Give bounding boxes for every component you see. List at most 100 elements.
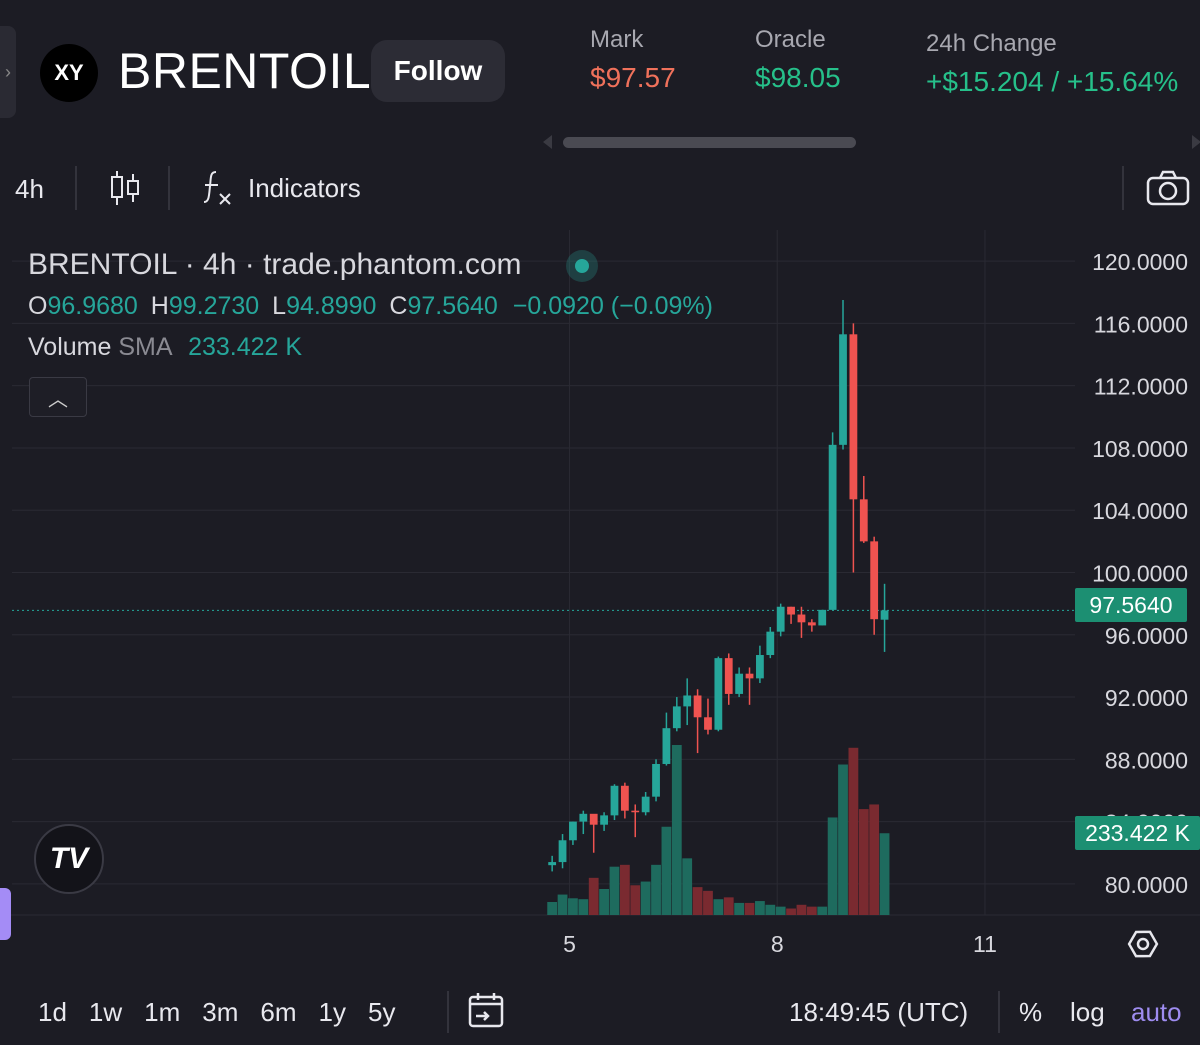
mark-label: Mark xyxy=(590,26,644,53)
volume-bar xyxy=(547,901,558,915)
volume-bar xyxy=(713,899,724,915)
y-tick-label: 120.0000 xyxy=(1092,249,1188,275)
y-tick-label: 100.0000 xyxy=(1092,561,1188,587)
candle-body xyxy=(828,444,837,610)
range-button-3m[interactable]: 3m xyxy=(202,997,239,1027)
toolbar-divider xyxy=(75,166,77,210)
expand-sidebar-button[interactable]: › xyxy=(0,26,16,118)
settings-icon[interactable] xyxy=(1127,928,1159,960)
chart-legend-title[interactable]: BRENTOIL · 4h · trade.phantom.com xyxy=(28,248,522,281)
collapse-legend-button[interactable]: ︿ xyxy=(29,377,87,417)
toolbar-divider xyxy=(447,991,449,1033)
candle-body xyxy=(776,606,785,632)
tradingview-logo[interactable]: TV xyxy=(34,824,104,894)
candle-body xyxy=(683,695,692,707)
market-symbol[interactable]: BRENTOIL xyxy=(118,43,372,99)
y-tick-label: 112.0000 xyxy=(1094,374,1188,400)
indicators-label: Indicators xyxy=(248,172,361,203)
volume-bar xyxy=(578,899,589,915)
candle-body xyxy=(672,706,681,729)
volume-bar xyxy=(661,826,672,915)
range-button-6m[interactable]: 6m xyxy=(260,997,297,1027)
indicators-button[interactable]: Indicators xyxy=(200,166,361,210)
token-logo: XY xyxy=(40,44,98,102)
volume-bar xyxy=(827,817,838,915)
y-tick-label: 108.0000 xyxy=(1092,436,1188,462)
candle-body xyxy=(756,655,764,679)
range-button-1m[interactable]: 1m xyxy=(144,997,181,1027)
side-panel-toggle[interactable] xyxy=(0,888,11,940)
range-button-1d[interactable]: 1d xyxy=(38,997,67,1027)
candle-body xyxy=(880,610,889,620)
range-button-1w[interactable]: 1w xyxy=(88,997,123,1027)
utc-clock[interactable]: 18:49:45 (UTC) xyxy=(789,997,969,1027)
toolbar-divider xyxy=(1122,166,1124,210)
candle-body xyxy=(724,658,733,694)
header-scrollbar[interactable] xyxy=(563,137,856,148)
change-value: +$15.204 / +15.64% xyxy=(926,66,1179,97)
candle-body xyxy=(641,796,650,813)
ohlc-legend: O96.9680 H99.2730 L94.8990 C97.5640 −0.0… xyxy=(28,292,713,320)
go-to-date-icon[interactable] xyxy=(466,990,506,1030)
volume-bar xyxy=(723,897,734,915)
volume-bar xyxy=(765,904,776,915)
volume-bar xyxy=(786,908,796,915)
chart-toolbar: 4h Indicators xyxy=(0,160,1200,218)
volume-bar xyxy=(755,901,765,915)
live-dot-icon xyxy=(575,259,589,273)
volume-bar xyxy=(703,890,713,915)
volume-bar xyxy=(599,888,609,915)
volume-bar xyxy=(568,898,578,915)
candle-body xyxy=(579,813,588,822)
volume-bar xyxy=(879,833,890,915)
candle-body xyxy=(849,334,858,500)
y-tick-label: 80.0000 xyxy=(1105,872,1188,898)
mark-price-stat: Mark $97.57 xyxy=(590,26,676,94)
candle-body xyxy=(735,673,744,694)
follow-button[interactable]: Follow xyxy=(371,40,505,102)
volume-value: 233.422 K xyxy=(188,333,303,361)
camera-icon[interactable] xyxy=(1146,168,1190,208)
candle-body xyxy=(704,717,712,730)
candle-body xyxy=(558,840,567,863)
toolbar-divider xyxy=(168,166,170,210)
volume-bar xyxy=(682,858,693,915)
candle-body xyxy=(600,815,608,825)
market-header: › XY BRENTOIL Follow Mark $97.57 Oracle … xyxy=(0,0,1200,150)
candles-icon[interactable] xyxy=(105,168,145,208)
candle-body xyxy=(787,606,795,615)
volume-bar xyxy=(775,906,786,915)
candle-body xyxy=(859,499,868,542)
chevron-up-icon: ︿ xyxy=(48,388,68,411)
high-value: 99.2730 xyxy=(168,292,260,320)
volume-bar xyxy=(869,804,880,915)
change-label: 24h Change xyxy=(926,30,1057,57)
range-bar: 1d 1w 1m 3m 6m 1y 5y 18:49:45 (UTC) % log auto xyxy=(0,985,1200,1041)
volume-bar xyxy=(838,764,848,915)
scroll-left-arrow[interactable] xyxy=(543,135,552,149)
candle-body xyxy=(766,631,775,656)
range-button-5y[interactable]: 5y xyxy=(368,997,396,1027)
percent-toggle[interactable]: % xyxy=(1019,997,1043,1027)
interval-button[interactable]: 4h xyxy=(15,174,44,204)
candle-body xyxy=(797,614,806,623)
y-tick-label: 96.0000 xyxy=(1105,623,1188,649)
chevron-right-icon: › xyxy=(5,61,11,82)
volume-legend[interactable]: Volume SMA 233.422 K xyxy=(28,333,303,361)
price-chart[interactable]: 120.0000 116.0000 112.0000 108.0000 104.0000… xyxy=(0,230,1200,970)
candle-body xyxy=(818,609,827,626)
candle-body xyxy=(652,763,660,797)
volume-bar xyxy=(858,809,869,915)
scroll-right-arrow[interactable] xyxy=(1192,135,1200,149)
log-toggle[interactable]: log xyxy=(1070,997,1105,1027)
auto-toggle[interactable]: auto xyxy=(1131,997,1182,1027)
open-value: 96.9680 xyxy=(47,292,138,320)
mark-value: $97.57 xyxy=(590,62,676,93)
candle-body xyxy=(870,541,879,620)
range-button-1y[interactable]: 1y xyxy=(318,997,347,1027)
candle-body xyxy=(610,785,619,816)
volume-bar xyxy=(692,887,703,915)
volume-bar xyxy=(806,906,817,915)
volume-bar xyxy=(671,745,682,915)
y-tick-label: 116.0000 xyxy=(1094,311,1188,337)
